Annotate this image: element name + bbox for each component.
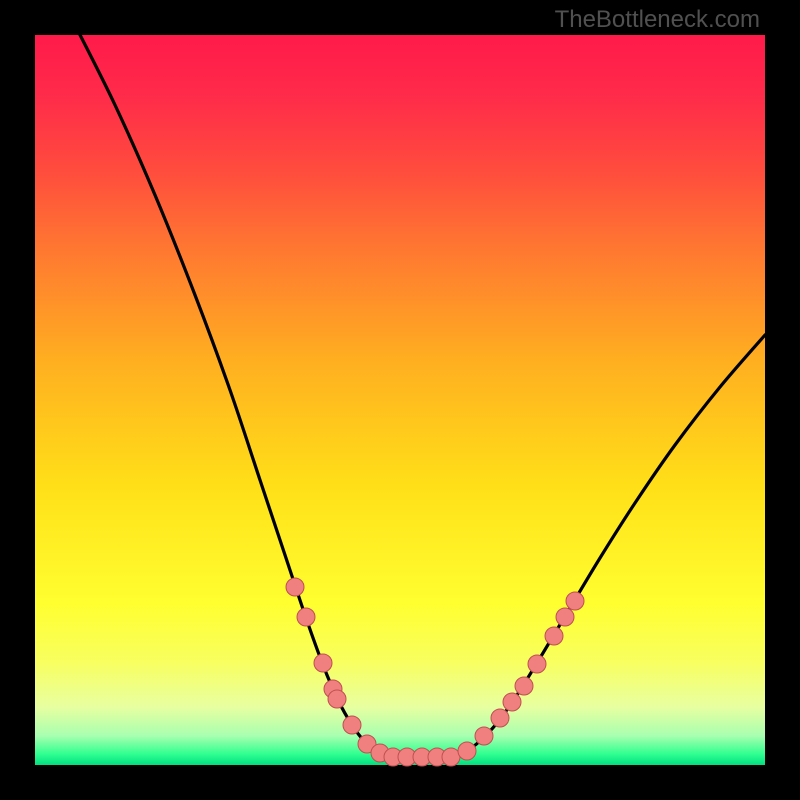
curve-marker [442, 748, 460, 766]
curve-marker [475, 727, 493, 745]
curve-marker [297, 608, 315, 626]
curve-marker [515, 677, 533, 695]
curve-marker [286, 578, 304, 596]
chart-container: TheBottleneck.com [0, 0, 800, 800]
bottleneck-curve-layer [35, 35, 765, 765]
plot-area [35, 35, 765, 765]
curve-marker [503, 693, 521, 711]
curve-marker [528, 655, 546, 673]
bottleneck-curve [75, 25, 765, 758]
curve-marker [556, 608, 574, 626]
curve-marker [491, 709, 509, 727]
curve-marker [566, 592, 584, 610]
curve-marker [314, 654, 332, 672]
watermark-text: TheBottleneck.com [555, 6, 760, 34]
curve-marker [458, 742, 476, 760]
curve-marker [343, 716, 361, 734]
curve-markers [286, 578, 584, 766]
curve-marker [545, 627, 563, 645]
curve-marker [328, 690, 346, 708]
